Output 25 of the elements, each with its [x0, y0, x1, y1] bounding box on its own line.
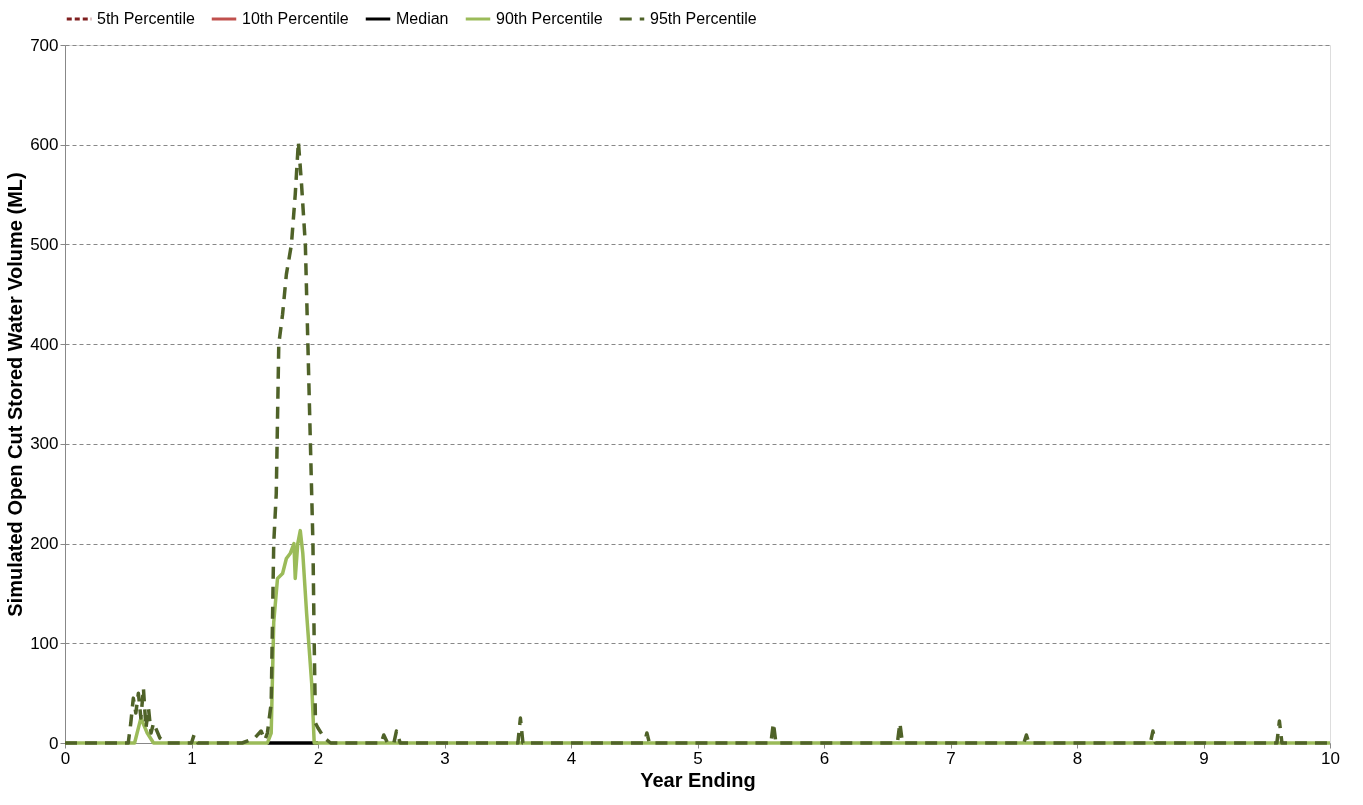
legend-label: 5th Percentile — [97, 10, 195, 27]
y-tick-label: 0 — [49, 733, 59, 753]
x-tick-label: 5 — [693, 748, 703, 768]
legend-label: 90th Percentile — [496, 10, 603, 27]
x-tick-label: 3 — [440, 748, 450, 768]
y-tick-label: 600 — [30, 135, 59, 155]
x-tick-label: 4 — [566, 748, 577, 768]
x-axis-title: Year Ending — [640, 768, 756, 791]
y-tick-label: 400 — [30, 334, 59, 354]
x-tick-label: 9 — [1199, 748, 1209, 768]
y-tick-label: 300 — [30, 434, 59, 454]
legend-label: 10th Percentile — [242, 10, 349, 27]
legend-label: 95th Percentile — [650, 10, 757, 27]
y-tick-label: 100 — [30, 633, 59, 653]
y-tick-label: 200 — [30, 534, 59, 554]
x-tick-label: 7 — [946, 748, 956, 768]
x-tick-label: 6 — [819, 748, 830, 768]
y-axis-title: Simulated Open Cut Stored Water Volume (ML) — [4, 172, 27, 617]
y-tick-label: 500 — [30, 234, 59, 254]
legend-label: Median — [396, 10, 449, 27]
x-tick-label: 2 — [313, 748, 324, 768]
x-tick-label: 10 — [1321, 748, 1340, 768]
x-tick-label: 8 — [1072, 748, 1083, 768]
x-tick-label: 1 — [187, 748, 197, 768]
y-tick-label: 700 — [30, 35, 59, 55]
